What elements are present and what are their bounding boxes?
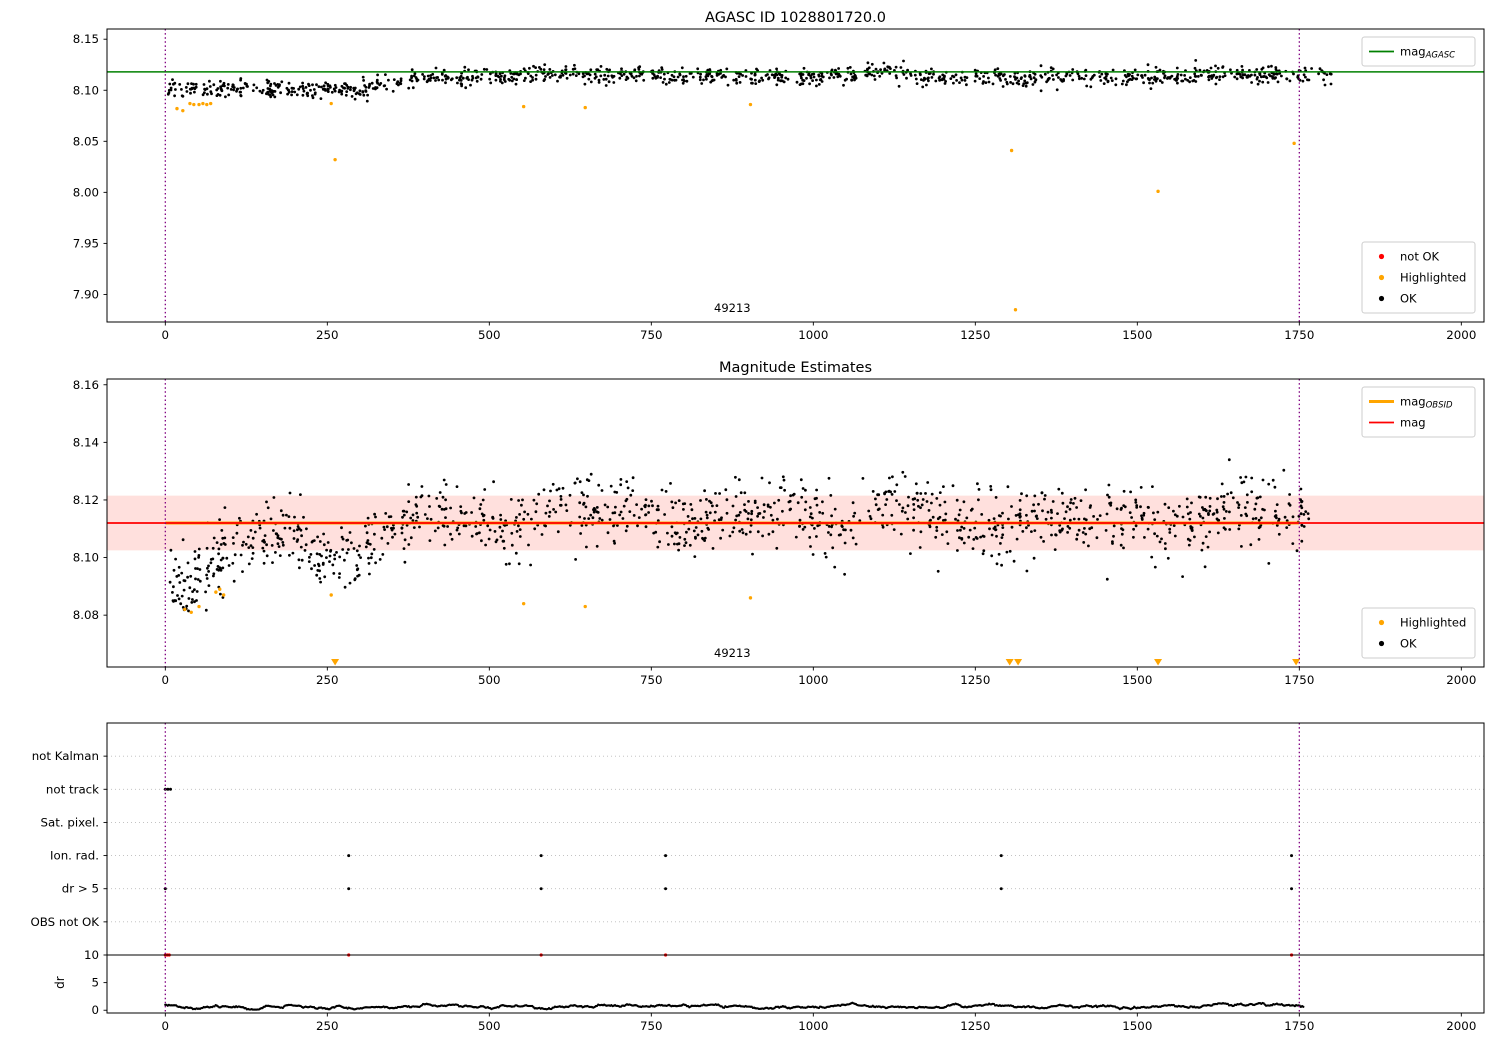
svg-text:10: 10	[84, 948, 99, 962]
svg-text:7.95: 7.95	[73, 236, 99, 250]
svg-text:2000: 2000	[1446, 328, 1476, 342]
below-limit-triangle	[331, 659, 340, 666]
svg-text:250: 250	[316, 328, 339, 342]
axes-spine	[106, 28, 1485, 323]
svg-text:7.90: 7.90	[73, 287, 99, 301]
svg-text:8.00: 8.00	[73, 185, 99, 199]
svg-text:500: 500	[478, 1019, 501, 1033]
svg-text:1250: 1250	[960, 328, 990, 342]
svg-text:8.14: 8.14	[73, 435, 99, 449]
svg-text:dr: dr	[53, 976, 67, 989]
svg-text:0: 0	[91, 1003, 99, 1017]
svg-text:OBS not OK: OBS not OK	[30, 915, 99, 929]
svg-text:0: 0	[162, 673, 170, 687]
svg-text:750: 750	[640, 1019, 663, 1033]
title-magnitude-estimates: Magnitude Estimates	[718, 360, 873, 376]
svg-text:250: 250	[316, 1019, 339, 1033]
svg-text:750: 750	[640, 673, 663, 687]
legend-bottom: Highlighted OK	[1361, 607, 1476, 659]
svg-text:1750: 1750	[1284, 673, 1314, 687]
highlighted-points	[175, 101, 1296, 312]
svg-text:8.05: 8.05	[73, 134, 99, 148]
svg-text:750: 750	[640, 328, 663, 342]
axes-spine	[106, 378, 1485, 668]
svg-text:1250: 1250	[960, 673, 990, 687]
svg-text:0: 0	[162, 1019, 170, 1033]
highlighted-points	[183, 587, 753, 614]
svg-text:1000: 1000	[798, 1019, 828, 1033]
below-limit-triangle	[1292, 659, 1301, 666]
svg-text:Highlighted: Highlighted	[1400, 271, 1466, 285]
svg-text:250: 250	[316, 673, 339, 687]
below-limit-triangle	[1005, 659, 1014, 666]
svg-text:2000: 2000	[1446, 673, 1476, 687]
axes-agasc: 0 250 500 750 1000 1250 1500 1750 2000 7.90 7.95 8.…	[73, 28, 1485, 342]
svg-text:not OK: not OK	[1400, 250, 1440, 264]
svg-text:0: 0	[162, 328, 170, 342]
svg-text:8.10: 8.10	[73, 551, 99, 565]
svg-text:dr > 5: dr > 5	[62, 882, 99, 896]
svg-text:8.15: 8.15	[73, 32, 99, 46]
svg-text:8.16: 8.16	[73, 378, 99, 392]
svg-text:1500: 1500	[1122, 328, 1152, 342]
svg-text:8.08: 8.08	[73, 608, 99, 622]
svg-text:magOBSID: magOBSID	[1400, 395, 1453, 411]
svg-text:5: 5	[91, 976, 99, 990]
svg-text:8.10: 8.10	[73, 83, 99, 97]
dr-trace-points	[164, 1001, 1305, 1011]
svg-text:8.12: 8.12	[73, 493, 99, 507]
axes-mag-estimates: 0 250 500 750 1000 1250 1500 1750 2000 8.08 8.10 8.…	[73, 378, 1485, 687]
below-limit-triangle	[1014, 659, 1023, 666]
svg-text:Ion. rad.: Ion. rad.	[50, 849, 99, 863]
svg-text:OK: OK	[1400, 637, 1417, 651]
svg-text:not Kalman: not Kalman	[32, 749, 99, 763]
svg-text:magAGASC: magAGASC	[1400, 45, 1455, 61]
svg-text:1500: 1500	[1122, 673, 1152, 687]
svg-text:1000: 1000	[798, 673, 828, 687]
below-limit-triangle	[1154, 659, 1163, 666]
svg-text:500: 500	[478, 328, 501, 342]
legend-top: magAGASC	[1361, 36, 1476, 67]
svg-text:1750: 1750	[1284, 1019, 1314, 1033]
svg-text:Sat. pixel.: Sat. pixel.	[40, 815, 99, 829]
title-agasc-id: AGASC ID 1028801720.0	[705, 10, 886, 26]
legend-bottom: not OK Highlighted OK	[1361, 241, 1476, 314]
ok-points	[166, 59, 1333, 103]
svg-text:2000: 2000	[1446, 1019, 1476, 1033]
svg-text:1000: 1000	[798, 328, 828, 342]
svg-text:49213: 49213	[714, 646, 751, 660]
legend-top: magOBSID mag	[1361, 386, 1476, 438]
axes-flags-dr: 0 250 500 750 1000 1250 1500 1750 2000 not Kalman…	[30, 722, 1485, 1033]
svg-text:49213: 49213	[714, 301, 751, 315]
svg-text:not track: not track	[46, 782, 99, 796]
svg-text:mag: mag	[1400, 416, 1426, 430]
svg-text:OK: OK	[1400, 292, 1417, 306]
svg-text:500: 500	[478, 673, 501, 687]
svg-text:1250: 1250	[960, 1019, 990, 1033]
svg-text:Highlighted: Highlighted	[1400, 616, 1466, 630]
svg-text:1750: 1750	[1284, 328, 1314, 342]
axes-spine	[106, 722, 1485, 1014]
svg-text:1500: 1500	[1122, 1019, 1152, 1033]
